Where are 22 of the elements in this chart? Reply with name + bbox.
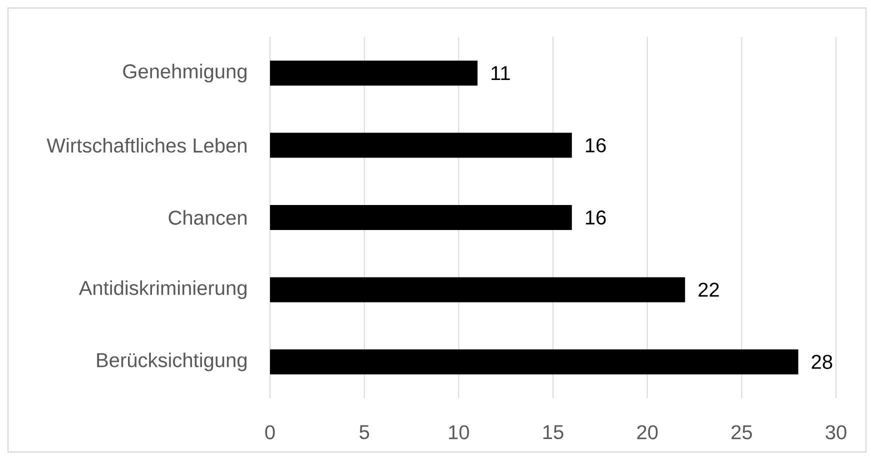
y-tick-label: Antidiskriminierung [78,280,246,300]
x-tick-label: 10 [449,425,470,440]
y-tick-label: Chancen [168,210,246,225]
y-tick-label: Berücksichtigung [97,352,246,372]
bar [270,349,798,374]
bar [270,205,572,230]
x-tick-label: 30 [826,425,846,440]
data-label: 22 [698,282,719,297]
y-tick-label: Genehmigung [123,64,246,82]
data-label: 16 [586,138,606,152]
bar [270,277,686,302]
x-tick-label: 15 [543,425,564,440]
y-tick-label: Wirtschaftliches Leben [46,138,246,153]
data-label: 11 [492,66,510,80]
data-label: 28 [812,354,832,369]
x-tick-label: 5 [360,425,370,440]
bar [270,132,572,158]
data-label: 16 [586,210,606,225]
x-tick-label: 25 [732,425,752,440]
bar [270,60,478,86]
x-tick-label: 0 [265,425,275,440]
x-tick-label: 20 [637,425,658,440]
